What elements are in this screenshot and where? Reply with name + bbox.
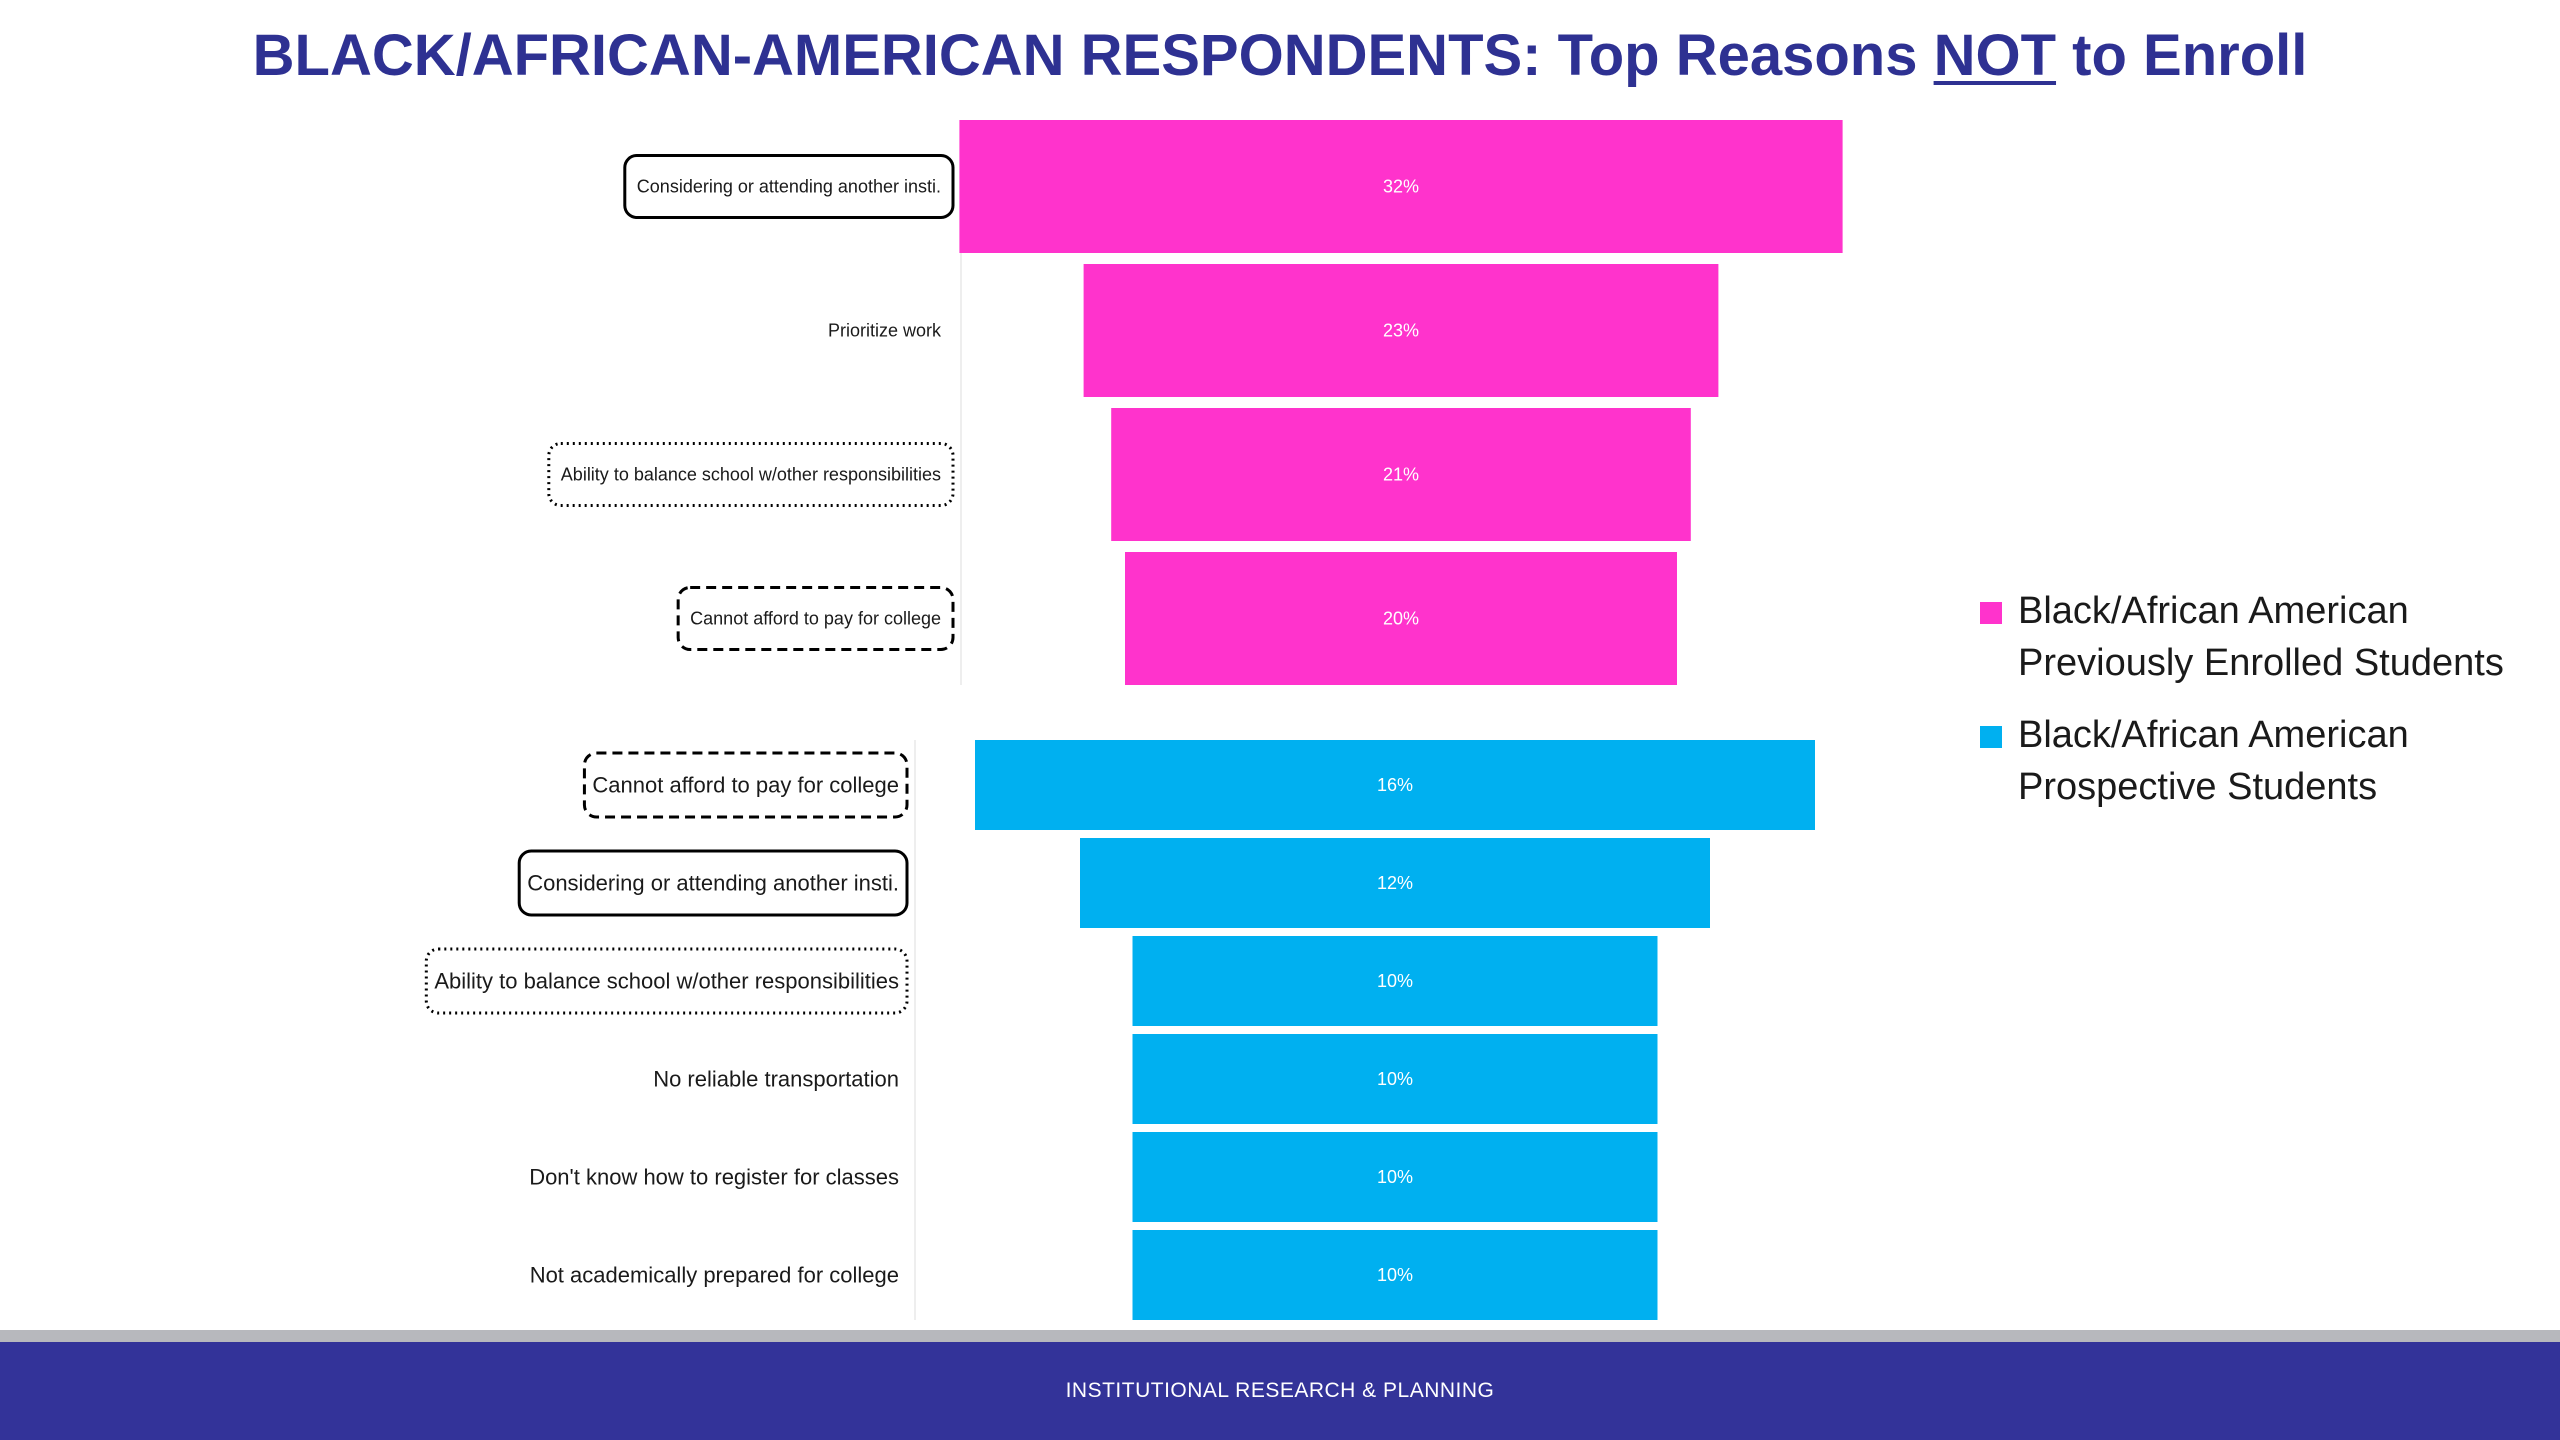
bar-value-label: 21% (1383, 465, 1419, 485)
footer-text: INSTITUTIONAL RESEARCH & PLANNING (1065, 1379, 1495, 1402)
funnel-bar (1125, 552, 1677, 685)
legend-item-previously-enrolled: Black/African American Previously Enroll… (1980, 585, 2558, 689)
category-label: Ability to balance school w/other respon… (561, 465, 941, 485)
category-label: Cannot afford to pay for college (690, 609, 941, 629)
funnel-bar (1083, 264, 1719, 397)
legend-label-line2: Prospective Students (2018, 766, 2378, 808)
chart-title: BLACK/AFRICAN-AMERICAN RESPONDENTS: Top … (0, 22, 2560, 89)
category-label-box (424, 947, 909, 1015)
bar-value-label: 10% (1377, 971, 1413, 991)
category-label: Considering or attending another insti. (527, 871, 899, 896)
legend-item-prospective: Black/African American Prospective Stude… (1980, 709, 2558, 813)
title-underlined-word: NOT (1933, 23, 2057, 88)
bar-value-label: 10% (1377, 1069, 1413, 1089)
category-label: Cannot afford to pay for college (592, 773, 899, 798)
bar-value-label: 16% (1377, 775, 1413, 795)
bar-value-label: 20% (1383, 609, 1419, 629)
category-label-box (676, 586, 955, 651)
legend-swatch-blue (1980, 726, 2002, 748)
bar-value-label: 23% (1383, 321, 1419, 341)
funnel-bar (1132, 1132, 1658, 1222)
category-label: No reliable transportation (653, 1067, 899, 1092)
bar-value-label: 32% (1383, 177, 1419, 197)
bar-value-label: 12% (1377, 873, 1413, 893)
category-label: Considering or attending another insti. (637, 177, 941, 197)
category-label: Not academically prepared for college (530, 1263, 899, 1288)
bar-value-label: 10% (1377, 1167, 1413, 1187)
footer-bar: INSTITUTIONAL RESEARCH & PLANNING (0, 1342, 2560, 1440)
category-label-box (517, 849, 909, 917)
legend-label-line1: Black/African American (2018, 714, 2409, 756)
category-label-box (623, 154, 955, 219)
category-label: Ability to balance school w/other respon… (434, 969, 899, 994)
category-label-box (582, 751, 909, 819)
title-part-2: to Enroll (2056, 23, 2308, 88)
chart-legend: Black/African American Previously Enroll… (1980, 585, 2558, 833)
bar-value-label: 10% (1377, 1265, 1413, 1285)
funnel-bar (959, 120, 1843, 253)
footer-divider (0, 1330, 2560, 1342)
category-label: Don't know how to register for classes (529, 1165, 899, 1190)
funnel-bar (1132, 936, 1658, 1026)
legend-label-line2: Previously Enrolled Students (2018, 642, 2504, 684)
legend-label-line1: Black/African American (2018, 590, 2409, 632)
category-label: Prioritize work (828, 321, 942, 341)
funnel-bar (1132, 1230, 1658, 1320)
funnel-bar (1080, 838, 1710, 928)
funnel-bar (1111, 408, 1691, 541)
title-part-1: BLACK/AFRICAN-AMERICAN RESPONDENTS: Top … (252, 23, 1934, 88)
funnel-bar (1132, 1034, 1658, 1124)
funnel-bar (975, 740, 1815, 830)
legend-swatch-pink (1980, 602, 2002, 624)
